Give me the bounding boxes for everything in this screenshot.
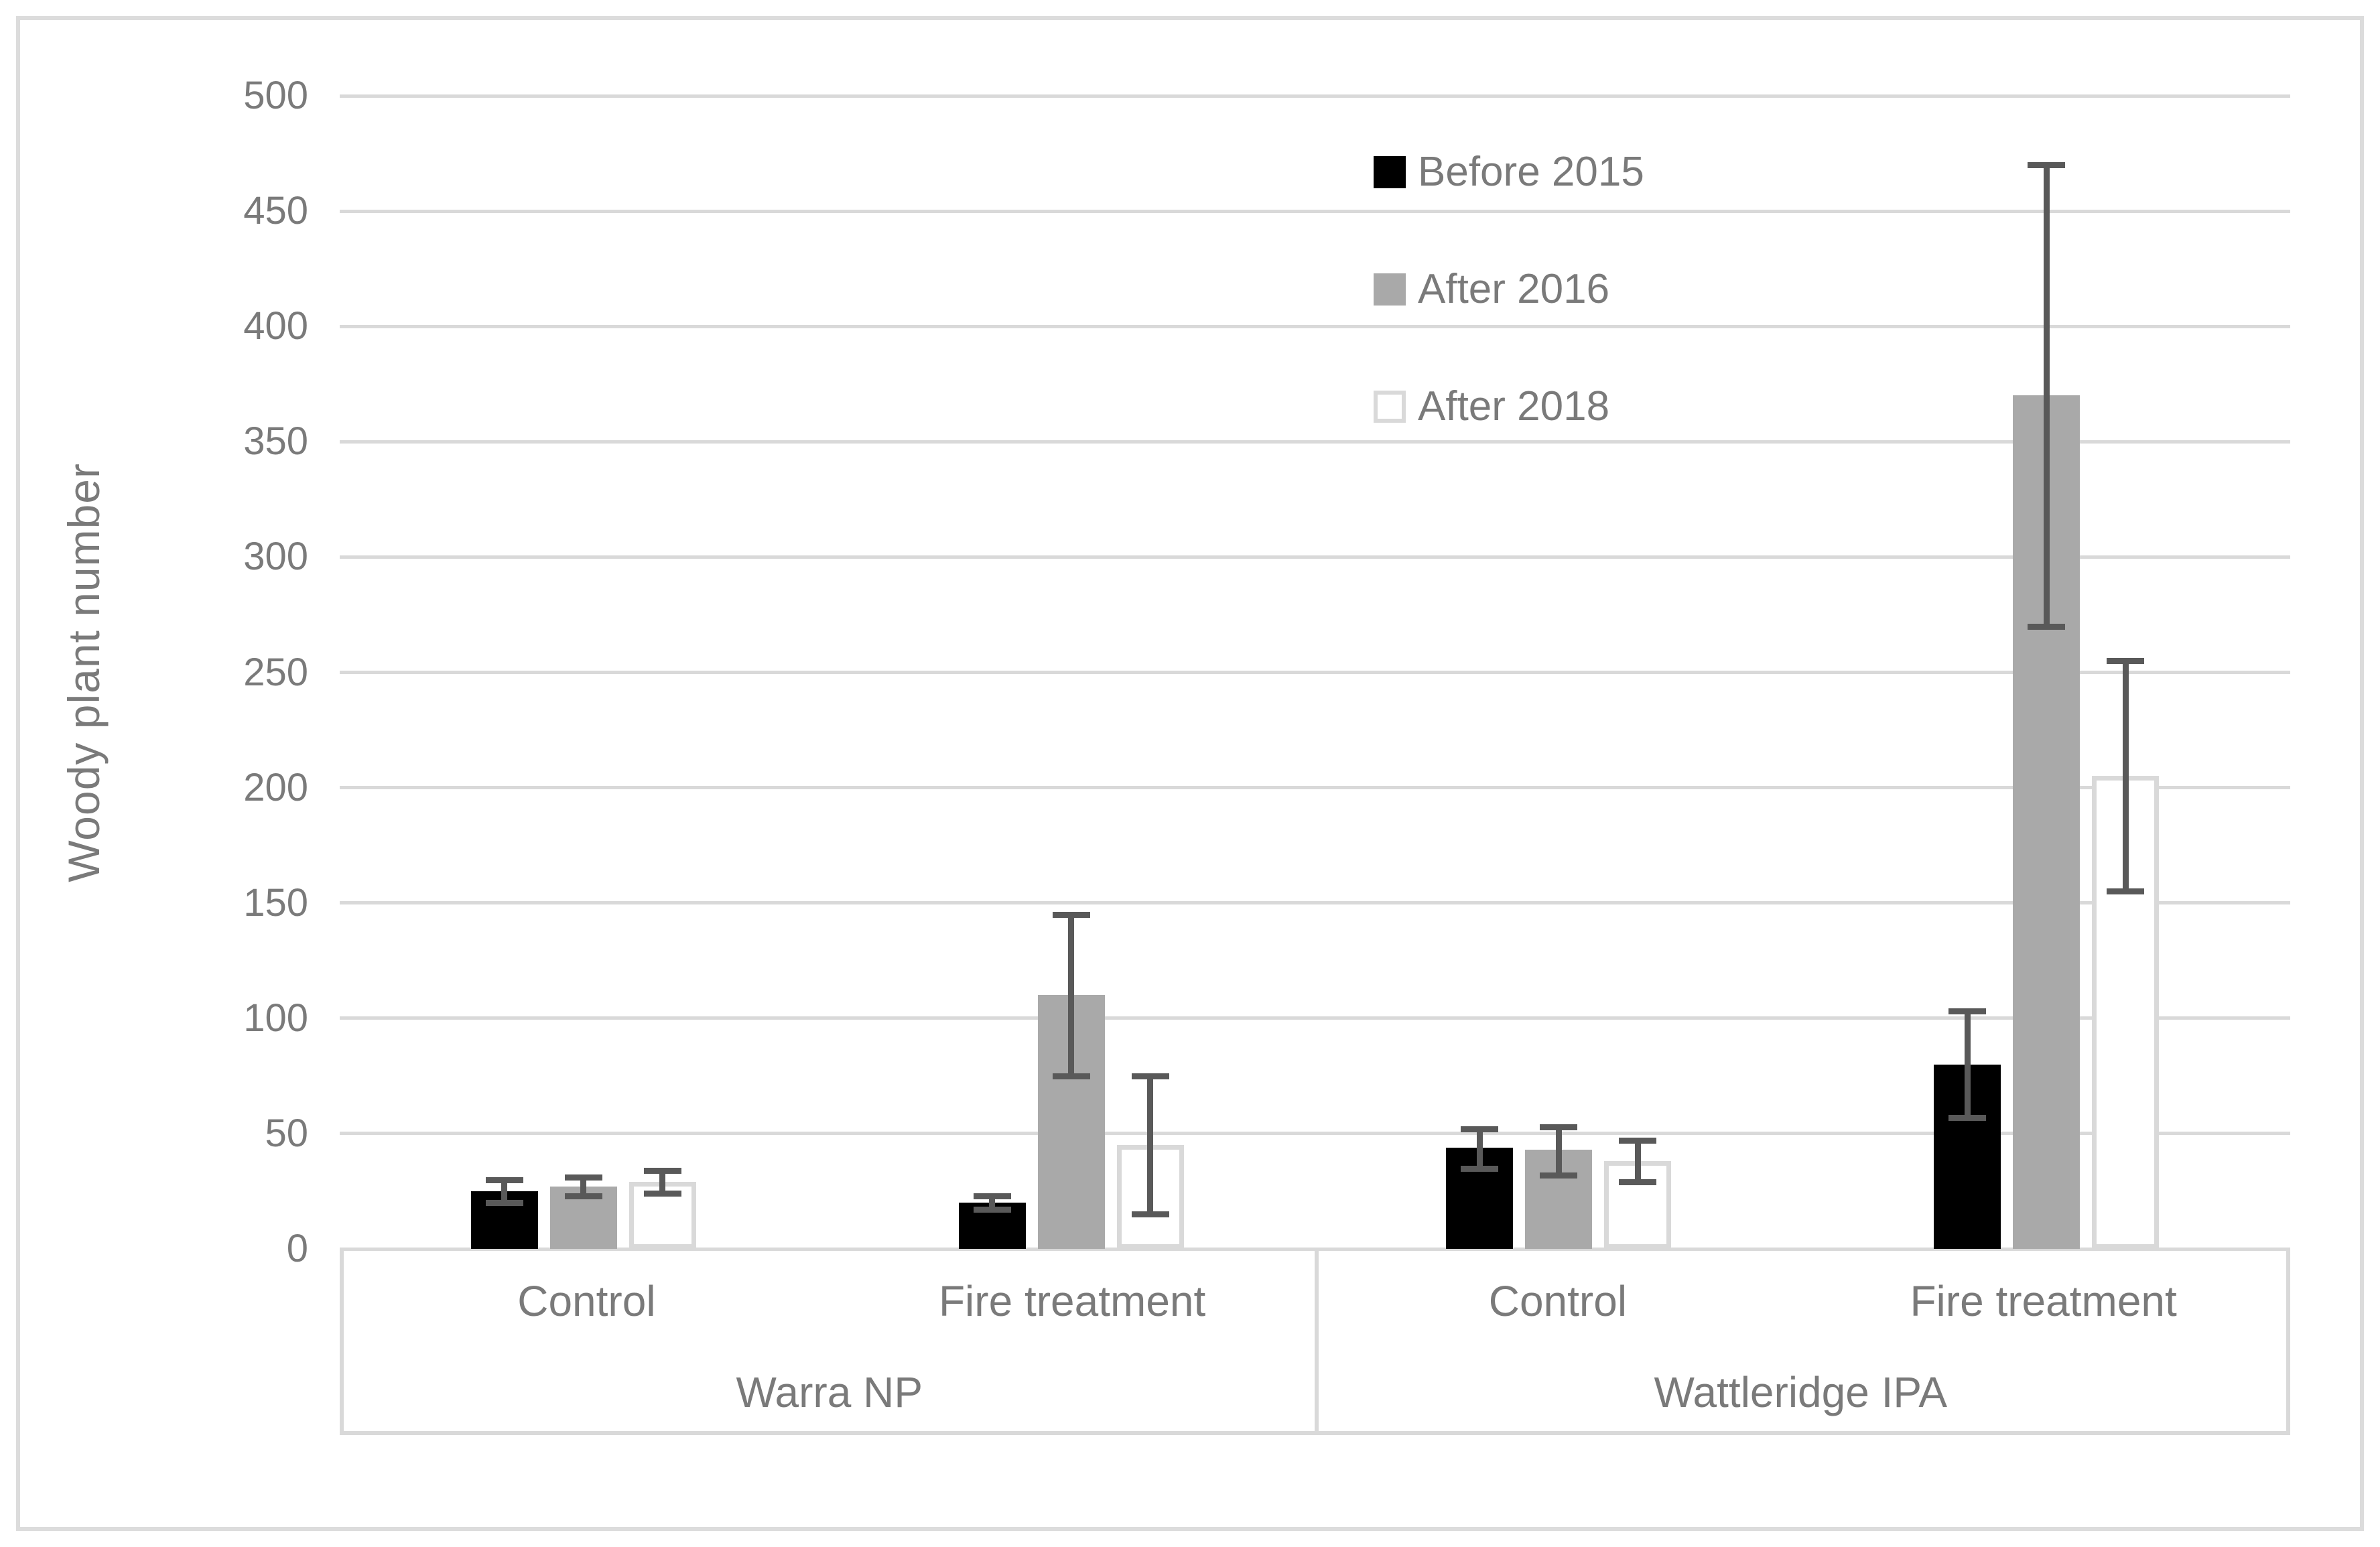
legend-item-label: After 2018: [1418, 383, 1610, 429]
gridline: [340, 901, 2290, 905]
error-bar-cap-bottom: [1461, 1165, 1499, 1172]
legend: Before 2015 After 2016 After 2018: [1374, 151, 1644, 508]
error-bar-cap-top: [643, 1167, 681, 1174]
bar-after-2018-warra-np-control: [629, 1182, 696, 1249]
error-bar-cap-bottom: [643, 1191, 681, 1197]
y-tick-label: 450: [243, 189, 308, 233]
error-bar-cap-top: [2028, 162, 2066, 169]
error-bar-line: [1147, 1075, 1154, 1215]
legend-item-label: Before 2015: [1418, 149, 1644, 195]
gridline: [340, 786, 2290, 790]
treatment-label: Control: [517, 1277, 656, 1325]
error-bar-line: [1964, 1011, 1971, 1118]
error-bar-cap-bottom: [1540, 1172, 1578, 1179]
error-bar-line: [1068, 914, 1075, 1076]
error-bar-cap-bottom: [1619, 1179, 1657, 1186]
error-bar-cap-bottom: [2028, 623, 2066, 630]
y-tick-label: 100: [243, 996, 308, 1040]
error-bar-cap-bottom: [1131, 1211, 1169, 1218]
error-bar-line: [2043, 165, 2050, 626]
gridline: [340, 1132, 2290, 1136]
legend-swatch-before-2015: [1374, 156, 1406, 188]
site-row: Warra NP Wattleridge IPA: [344, 1353, 2286, 1431]
error-bar-cap-bottom: [1052, 1073, 1090, 1079]
y-tick-label: 150: [243, 880, 308, 925]
error-bar-cap-top: [1461, 1126, 1499, 1133]
treatment-label: Control: [1488, 1277, 1628, 1325]
treatment-row: Control Fire treatment Control Fire treatme…: [344, 1249, 2286, 1353]
y-tick-label: 400: [243, 304, 308, 348]
legend-item: Before 2015: [1374, 151, 1644, 193]
error-bar-line: [1476, 1129, 1483, 1168]
error-bar-cap-top: [564, 1174, 602, 1181]
error-bar-cap-bottom: [2107, 888, 2145, 895]
category-axis-table: Control Fire treatment Control Fire treatme…: [340, 1249, 2290, 1435]
gridline: [340, 209, 2290, 213]
error-bar-cap-bottom: [564, 1193, 602, 1199]
legend-item: After 2018: [1374, 386, 1644, 427]
error-bar-cap-bottom: [485, 1200, 523, 1207]
gridline: [340, 440, 2290, 444]
y-tick-label: 350: [243, 419, 308, 464]
treatment-label: Fire treatment: [938, 1277, 1206, 1325]
y-tick-label: 250: [243, 650, 308, 694]
error-bar-cap-top: [485, 1176, 523, 1183]
error-bar-cap-top: [1052, 911, 1090, 918]
legend-swatch-after-2018: [1374, 391, 1406, 423]
legend-item-label: After 2016: [1418, 266, 1610, 312]
site-divider: [1315, 1249, 1319, 1431]
error-bar-line: [1555, 1126, 1562, 1175]
y-tick-label: 200: [243, 765, 308, 809]
error-bar-cap-top: [973, 1193, 1011, 1199]
error-bar-cap-bottom: [1948, 1114, 1987, 1121]
error-bar-cap-top: [1131, 1073, 1169, 1079]
y-tick-label: 0: [286, 1227, 308, 1270]
legend-item: After 2016: [1374, 269, 1644, 310]
error-bar-cap-top: [1540, 1124, 1578, 1130]
gridline: [340, 94, 2290, 98]
error-bar-cap-top: [2107, 658, 2145, 665]
error-bar-cap-top: [1948, 1008, 1987, 1015]
site-label: Wattleridge IPA: [1654, 1368, 1948, 1416]
y-tick-label: 300: [243, 535, 308, 579]
error-bar-cap-bottom: [973, 1207, 1011, 1213]
error-bar-line: [2122, 661, 2129, 892]
error-bar-line: [1634, 1140, 1641, 1183]
error-bar-line: [659, 1170, 666, 1194]
y-axis-tick-labels: 0 50 100 150 200 250 300 350 400 450 500: [0, 74, 308, 1270]
y-tick-label: 50: [265, 1111, 308, 1155]
error-bar-line: [989, 1195, 996, 1210]
error-bar-cap-top: [1619, 1138, 1657, 1144]
gridline: [340, 324, 2290, 328]
error-bar-line: [580, 1177, 587, 1196]
site-label: Warra NP: [736, 1368, 923, 1416]
plot-area: [340, 94, 2290, 1251]
treatment-label: Fire treatment: [1910, 1277, 2177, 1325]
y-tick-label: 500: [243, 74, 308, 117]
gridline: [340, 1016, 2290, 1020]
gridline: [340, 555, 2290, 559]
gridline: [340, 671, 2290, 674]
error-bar-line: [501, 1179, 508, 1203]
legend-swatch-after-2016: [1374, 273, 1406, 306]
